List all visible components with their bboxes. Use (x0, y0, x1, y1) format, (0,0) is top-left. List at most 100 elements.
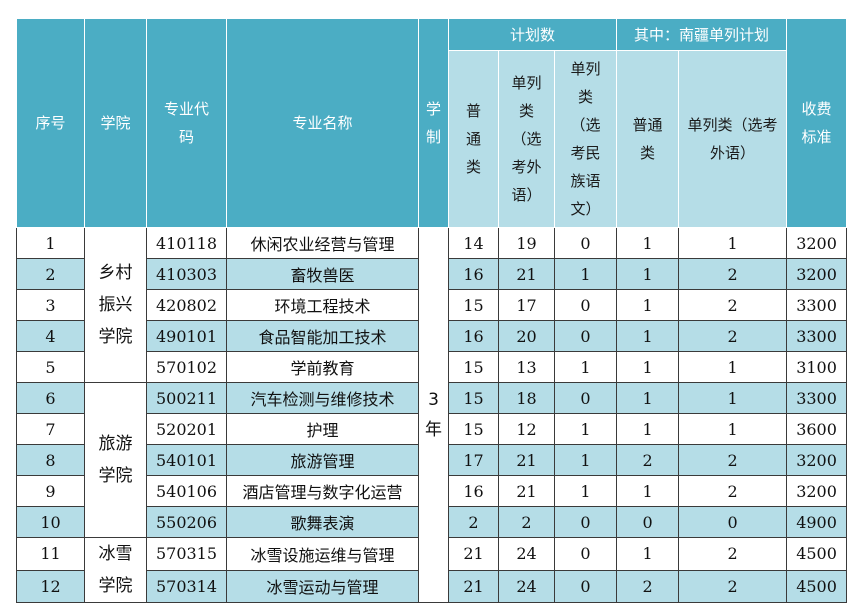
header-separate-foreign: 单列类（选考外语） (498, 50, 555, 228)
cell-nj-general: 0 (616, 506, 680, 538)
table-row: 7 520201 护理 15 12 1 1 1 3600 (16, 413, 848, 445)
cell-fee: 4500 (786, 537, 848, 571)
cell-major-code: 520201 (146, 413, 227, 445)
cell-seq: 8 (16, 444, 85, 476)
cell-major-name: 环境工程技术 (226, 289, 419, 321)
cell-nj-separate: 2 (678, 444, 788, 476)
cell-nj-separate: 1 (678, 351, 788, 383)
table-row: 11 冰雪学院 570315 冰雪设施运维与管理 21 24 0 1 2 4500 (16, 537, 848, 603)
header-separate-ethnic: 单列类（选考民族语文） (553, 50, 618, 228)
enrollment-plan-table: 序号 学院 专业代码 专业名称 学制 计划数 其中：南疆单列计划 收费标准 普通… (16, 18, 848, 603)
cell-general: 17 (448, 444, 499, 476)
cell-major-code: 570314 (146, 569, 227, 603)
cell-nj-general: 1 (616, 351, 680, 383)
cell-separate-foreign: 17 (498, 289, 555, 321)
cell-general: 14 (448, 227, 499, 259)
cell-nj-general: 2 (616, 569, 680, 603)
cell-major-code: 540106 (146, 475, 227, 507)
table-row: 12 570314 冰雪运动与管理 21 24 0 2 2 4500 (16, 569, 848, 603)
cell-major-name: 学前教育 (226, 351, 419, 383)
cell-separate-foreign: 2 (498, 506, 555, 538)
cell-major-name: 休闲农业经营与管理 (226, 227, 419, 259)
cell-major-name: 汽车检测与维修技术 (226, 382, 419, 414)
cell-fee: 3100 (786, 351, 848, 383)
cell-major-code: 420802 (146, 289, 227, 321)
table-row: 1 乡村振兴学院 410118 休闲农业经营与管理 3年 14 19 0 1 1 3200 (16, 227, 848, 603)
cell-major-code: 570102 (146, 351, 227, 383)
cell-nj-general: 1 (616, 537, 680, 571)
cell-major-name: 酒店管理与数字化运营 (226, 475, 419, 507)
cell-major-code: 550206 (146, 506, 227, 538)
cell-separate-ethnic: 1 (553, 351, 618, 383)
cell-separate-ethnic: 1 (553, 258, 618, 290)
cell-nj-general: 1 (616, 227, 680, 259)
cell-separate-ethnic: 0 (553, 320, 618, 352)
cell-nj-separate: 1 (678, 382, 788, 414)
cell-nj-general: 1 (616, 382, 680, 414)
header-nj-separate-foreign: 单列类（选考外语） (678, 50, 788, 228)
college-name: 冰雪学院 (98, 544, 133, 596)
cell-fee: 4500 (786, 569, 848, 603)
cell-general: 15 (448, 413, 499, 445)
cell-nj-general: 1 (616, 258, 680, 290)
table-row: 2 410303 畜牧兽医 16 21 1 1 2 3200 (16, 258, 848, 290)
cell-seq: 2 (16, 258, 85, 290)
cell-college: 乡村振兴学院 (84, 227, 147, 383)
cell-separate-foreign: 21 (498, 475, 555, 507)
header-nj-general: 普通类 (616, 50, 680, 228)
cell-major-code: 410303 (146, 258, 227, 290)
cell-major-code: 410118 (146, 227, 227, 259)
cell-separate-ethnic: 1 (553, 475, 618, 507)
cell-fee: 3300 (786, 320, 848, 352)
cell-fee: 3200 (786, 258, 848, 290)
cell-nj-separate: 2 (678, 258, 788, 290)
cell-major-name: 歌舞表演 (226, 506, 419, 538)
cell-major-name: 畜牧兽医 (226, 258, 419, 290)
cell-nj-separate: 2 (678, 475, 788, 507)
cell-separate-foreign: 18 (498, 382, 555, 414)
cell-nj-general: 2 (616, 444, 680, 476)
cell-general: 16 (448, 320, 499, 352)
cell-major-name: 冰雪运动与管理 (226, 569, 419, 603)
header-college: 学院 (84, 18, 147, 228)
cell-general: 16 (448, 258, 499, 290)
cell-separate-foreign: 21 (498, 444, 555, 476)
cell-seq: 4 (16, 320, 85, 352)
cell-seq: 10 (16, 506, 85, 538)
cell-college: 冰雪学院 (84, 537, 147, 603)
cell-separate-ethnic: 0 (553, 289, 618, 321)
period-value: 3年 (425, 390, 442, 440)
cell-general: 21 (448, 569, 499, 603)
cell-nj-separate: 2 (678, 537, 788, 571)
cell-nj-separate: 2 (678, 289, 788, 321)
cell-separate-foreign: 24 (498, 569, 555, 603)
cell-separate-foreign: 19 (498, 227, 555, 259)
cell-major-code: 570315 (146, 537, 227, 571)
cell-separate-foreign: 21 (498, 258, 555, 290)
cell-fee: 4900 (786, 506, 848, 538)
cell-major-code: 490101 (146, 320, 227, 352)
cell-nj-separate: 0 (678, 506, 788, 538)
cell-separate-ethnic: 0 (553, 506, 618, 538)
header-major-code: 专业代码 (146, 18, 227, 228)
header-fee: 收费标准 (786, 18, 848, 228)
cell-major-code: 500211 (146, 382, 227, 414)
cell-period: 3年 (418, 227, 449, 603)
cell-nj-separate: 2 (678, 320, 788, 352)
cell-seq: 1 (16, 227, 85, 259)
header-period: 学制 (418, 18, 449, 228)
cell-major-name: 冰雪设施运维与管理 (226, 537, 419, 571)
cell-seq: 12 (16, 569, 85, 603)
cell-fee: 3300 (786, 289, 848, 321)
cell-separate-ethnic: 1 (553, 444, 618, 476)
header-seq: 序号 (16, 18, 85, 228)
cell-general: 21 (448, 537, 499, 571)
cell-separate-foreign: 12 (498, 413, 555, 445)
college-name: 乡村振兴学院 (98, 263, 133, 347)
cell-separate-ethnic: 0 (553, 569, 618, 603)
table-row: 6 旅游学院 500211 汽车检测与维修技术 15 18 0 1 1 3300 (16, 382, 848, 538)
header-among-nanjiang: 其中：南疆单列计划 (616, 18, 788, 51)
cell-seq: 5 (16, 351, 85, 383)
cell-general: 2 (448, 506, 499, 538)
cell-fee: 3200 (786, 227, 848, 259)
